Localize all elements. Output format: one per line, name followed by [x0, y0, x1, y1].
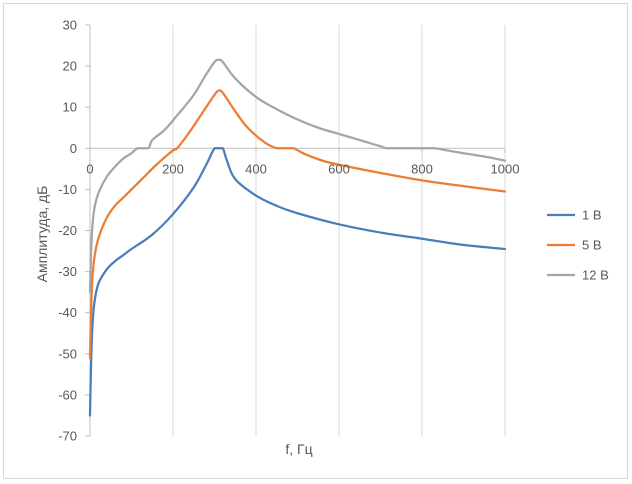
y-tick-label: -70	[58, 429, 77, 444]
x-tick-label: 800	[411, 161, 433, 176]
y-axis-title: Амплитуда, дБ	[34, 186, 50, 283]
series-lines	[88, 58, 507, 417]
series-line-3	[88, 58, 507, 294]
x-axis-title: f, Гц	[285, 441, 312, 457]
y-tick-label: 0	[70, 141, 77, 156]
x-tick-label: 1000	[491, 161, 520, 176]
grid-lines	[172, 25, 506, 436]
series-line-2	[88, 89, 507, 360]
chart-svg: 30 20 10 0 -10 -20 -30 -40 -50 -60 -70 0 200 400 600 80…	[34, 18, 609, 458]
x-tick-label: 400	[245, 161, 267, 176]
x-tick-label: 600	[328, 161, 350, 176]
y-tick-label: 30	[63, 18, 77, 33]
legend: 1 В 5 В 12 В	[547, 208, 609, 283]
legend-label: 12 В	[582, 268, 609, 283]
y-tick-label: -50	[58, 346, 77, 361]
x-tick-label: 200	[162, 161, 184, 176]
y-tick-label: -30	[58, 264, 77, 279]
y-tick-label: -40	[58, 305, 77, 320]
legend-label: 5 В	[582, 238, 602, 253]
y-tick-label: -10	[58, 182, 77, 197]
x-tick-label: 0	[86, 161, 93, 176]
y-tick-label: -20	[58, 223, 77, 238]
chart-area: 30 20 10 0 -10 -20 -30 -40 -50 -60 -70 0 200 400 600 80…	[3, 3, 628, 479]
tick-labels: 30 20 10 0 -10 -20 -30 -40 -50 -60 -70 0 200 400 600 80…	[58, 18, 519, 444]
series-line-1	[88, 147, 507, 417]
axes	[85, 24, 506, 437]
legend-label: 1 В	[582, 208, 602, 223]
y-tick-label: 10	[63, 100, 77, 115]
y-tick-label: -60	[58, 387, 77, 402]
y-tick-label: 20	[63, 59, 77, 74]
